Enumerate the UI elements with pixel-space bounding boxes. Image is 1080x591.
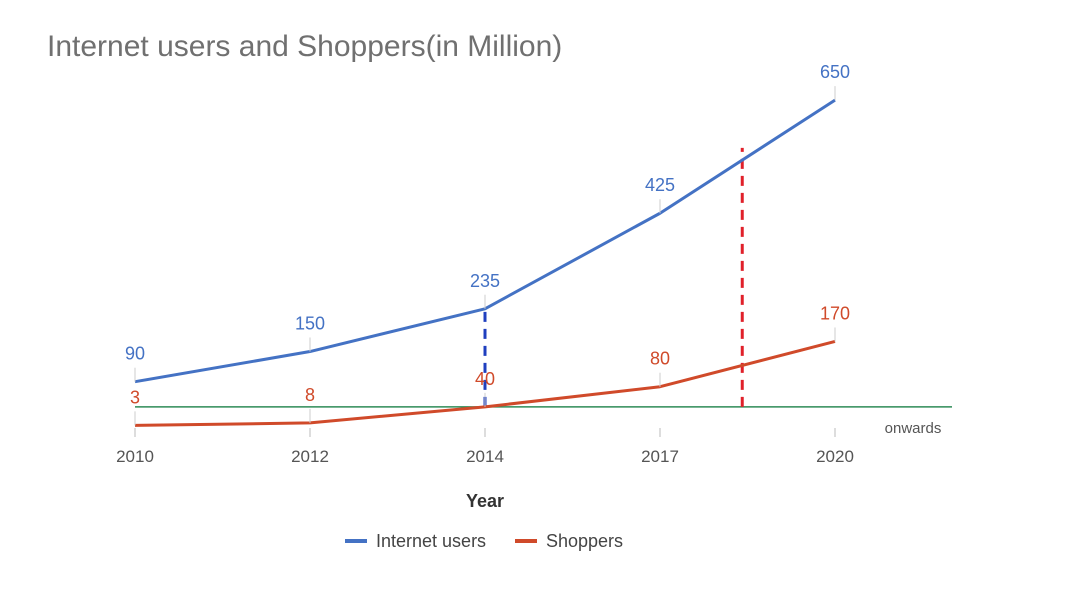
x-tick-label: 2020 bbox=[816, 447, 854, 466]
legend: Internet users Shoppers bbox=[345, 531, 623, 551]
plot-area: 2010 2012 2014 2017 2020 90 150 235 425 650 3 8 40 80… bbox=[116, 62, 952, 466]
data-label: 170 bbox=[820, 303, 850, 323]
data-label: 90 bbox=[125, 344, 145, 364]
x-tick-label: 2014 bbox=[466, 447, 504, 466]
data-label: 235 bbox=[470, 271, 500, 291]
chart-title: Internet users and Shoppers(in Million) bbox=[47, 30, 562, 63]
x-tick-label: 2010 bbox=[116, 447, 154, 466]
x-tick-label: 2017 bbox=[641, 447, 679, 466]
legend-label: Internet users bbox=[376, 531, 486, 551]
data-label: 3 bbox=[130, 387, 140, 407]
x-axis-label: Year bbox=[466, 491, 504, 511]
data-label: 425 bbox=[645, 175, 675, 195]
x-axis-note: onwards bbox=[885, 420, 942, 437]
series-line-internet-users bbox=[134, 98, 836, 384]
legend-label: Shoppers bbox=[546, 531, 623, 551]
data-label: 650 bbox=[820, 62, 850, 82]
x-tick-label: 2012 bbox=[291, 447, 329, 466]
data-label: 150 bbox=[295, 314, 325, 334]
data-label: 8 bbox=[305, 385, 315, 405]
data-label: 40 bbox=[475, 369, 495, 389]
data-label: 80 bbox=[650, 349, 670, 369]
